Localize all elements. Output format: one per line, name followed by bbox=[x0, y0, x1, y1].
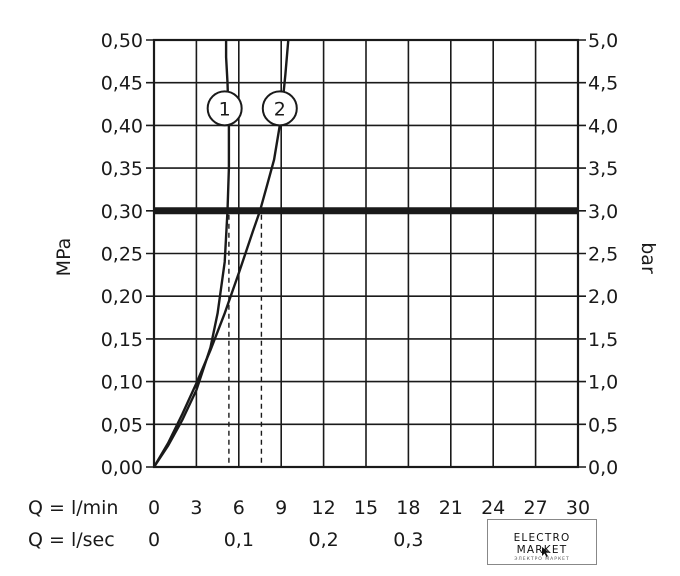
watermark-logo: ELECTRO MARKET ЭЛЕКТРО МАРКЕТ bbox=[487, 519, 597, 565]
x-tick-label-lmin: 27 bbox=[524, 497, 548, 519]
y-tick-label-left: 0,25 bbox=[101, 244, 143, 266]
x-tick-label-lsec: 0 bbox=[148, 529, 160, 551]
y-tick-label-left: 0,40 bbox=[101, 115, 143, 137]
x-tick-label-lsec: 0,3 bbox=[393, 529, 423, 551]
x-row-label-lmin: Q = l/min bbox=[28, 497, 118, 519]
y-tick-label-left: 0,20 bbox=[101, 286, 143, 308]
y-tick-label-left: 0,50 bbox=[101, 30, 143, 52]
y-tick-label-right: 5,0 bbox=[588, 30, 618, 52]
y-tick-label-left: 0,10 bbox=[101, 372, 143, 394]
marker-circle bbox=[261, 90, 298, 127]
x-row-label-lsec: Q = l/sec bbox=[28, 529, 115, 551]
y-tick-label-left: 0,45 bbox=[101, 73, 143, 95]
x-tick-label-lmin: 15 bbox=[354, 497, 378, 519]
y-tick-label-right: 4,0 bbox=[588, 115, 618, 137]
y-tick-label-right: 2,5 bbox=[588, 244, 618, 266]
marker-label: 1 bbox=[219, 98, 231, 120]
x-tick-label-lmin: 0 bbox=[148, 497, 160, 519]
y-tick-label-left: 0,05 bbox=[101, 414, 143, 436]
series-line-1 bbox=[152, 40, 231, 468]
y-tick-label-right: 2,0 bbox=[588, 286, 618, 308]
y-tick-label-right: 0,0 bbox=[588, 457, 618, 479]
x-tick-label-lmin: 21 bbox=[439, 497, 463, 519]
series-marker-2: 2 bbox=[261, 90, 298, 127]
x-tick-label-lmin: 6 bbox=[233, 497, 245, 519]
y-tick-label-right: 3,0 bbox=[588, 201, 618, 223]
watermark-text: ELECTRO MARKET bbox=[513, 532, 571, 556]
marker-circle bbox=[206, 90, 243, 127]
y-tick-label-right: 4,5 bbox=[588, 73, 618, 95]
y-tick-label-left: 0,30 bbox=[101, 201, 143, 223]
x-tick-label-lmin: 24 bbox=[481, 497, 505, 519]
series-marker-1: 1 bbox=[206, 90, 243, 127]
x-tick-label-lmin: 30 bbox=[566, 497, 590, 519]
y-tick-label-right: 1,0 bbox=[588, 372, 618, 394]
y-tick-label-right: 0,5 bbox=[588, 414, 618, 436]
y-tick-label-right: 3,5 bbox=[588, 158, 618, 180]
y-tick-label-right: 1,5 bbox=[588, 329, 618, 351]
x-tick-label-lsec: 0,1 bbox=[224, 529, 254, 551]
y-tick-label-left: 0,35 bbox=[101, 158, 143, 180]
x-tick-label-lmin: 18 bbox=[396, 497, 420, 519]
y-axis-label-right: bar bbox=[637, 242, 659, 274]
y-tick-label-left: 0,15 bbox=[101, 329, 143, 351]
y-tick-label-left: 0,00 bbox=[101, 457, 143, 479]
x-tick-label-lmin: 3 bbox=[190, 497, 202, 519]
arrow-cursor-icon bbox=[542, 547, 550, 557]
y-axis-label-left: MPa bbox=[53, 238, 75, 277]
x-tick-label-lmin: 12 bbox=[312, 497, 336, 519]
tick-labels: 0,000,050,100,150,200,250,300,350,400,45… bbox=[101, 30, 619, 551]
x-tick-label-lsec: 0,2 bbox=[308, 529, 338, 551]
watermark-subtext: ЭЛЕКТРО МАРКЕТ bbox=[514, 557, 570, 562]
marker-label: 2 bbox=[274, 98, 286, 120]
plot-frame bbox=[152, 38, 580, 469]
x-tick-label-lmin: 9 bbox=[275, 497, 287, 519]
